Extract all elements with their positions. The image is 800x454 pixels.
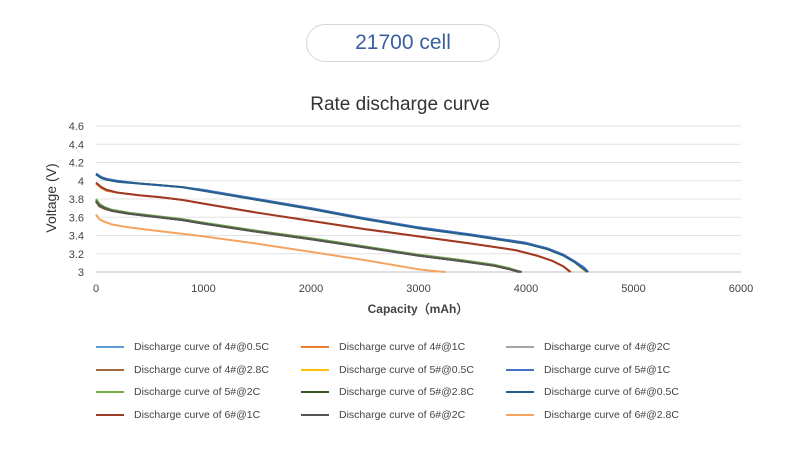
- legend-item: Discharge curve of 4#@2.8C: [96, 359, 301, 382]
- legend-swatch: [506, 391, 534, 394]
- legend-item: Discharge curve of 4#@2C: [506, 336, 736, 359]
- legend-label: Discharge curve of 6#@2.8C: [544, 408, 679, 421]
- legend-label: Discharge curve of 5#@2C: [134, 386, 261, 399]
- legend-item: Discharge curve of 6#@2C: [301, 404, 506, 427]
- legend-item: Discharge curve of 5#@1C: [506, 359, 736, 382]
- legend-item: Discharge curve of 6#@2.8C: [506, 404, 736, 427]
- cell-type-label: 21700 cell: [355, 31, 451, 54]
- axes: 3 3.2 3.4 3.6 3.8 4 4.2 4.4 4.6 0 1000 2000 3000 4000…: [69, 121, 754, 295]
- chart-legend: Discharge curve of 4#@0.5C Discharge curv…: [96, 336, 776, 426]
- legend-swatch: [301, 346, 329, 349]
- y-tick-label: 4.6: [69, 121, 84, 133]
- y-tick-label: 3.8: [69, 194, 84, 206]
- y-tick-label: 3.4: [69, 231, 84, 243]
- chart-title: Rate discharge curve: [310, 94, 490, 115]
- series-line-8: [95, 173, 588, 273]
- x-tick-label: 2000: [299, 283, 323, 295]
- legend-swatch: [301, 391, 329, 394]
- series-line-9: [95, 181, 571, 273]
- x-tick-label: 4000: [514, 283, 538, 295]
- legend-label: Discharge curve of 5#@0.5C: [339, 363, 474, 376]
- legend-label: Discharge curve of 5#@1C: [544, 363, 671, 376]
- y-tick-label: 3.2: [69, 249, 84, 261]
- legend-swatch: [96, 368, 124, 371]
- legend-item: Discharge curve of 4#@0.5C: [96, 336, 301, 359]
- x-tick-label: 3000: [406, 283, 430, 295]
- legend-item: Discharge curve of 5#@2C: [96, 381, 301, 404]
- legend-item: Discharge curve of 6#@1C: [96, 404, 301, 427]
- legend-label: Discharge curve of 6#@0.5C: [544, 386, 679, 399]
- legend-label: Discharge curve of 5#@2.8C: [339, 386, 474, 399]
- y-axis-label: Voltage (V): [43, 163, 59, 232]
- legend-label: Discharge curve of 4#@2.8C: [134, 363, 269, 376]
- legend-item: Discharge curve of 4#@1C: [301, 336, 506, 359]
- legend-label: Discharge curve of 4#@0.5C: [134, 341, 269, 354]
- y-tick-label: 4: [78, 176, 84, 188]
- series-line-10: [95, 200, 522, 273]
- x-tick-label: 1000: [191, 283, 215, 295]
- legend-swatch: [96, 346, 124, 349]
- x-axis-label: Capacity（mAh）: [368, 301, 469, 316]
- legend-label: Discharge curve of 4#@1C: [339, 341, 466, 354]
- legend-swatch: [96, 391, 124, 394]
- cell-type-badge: 21700 cell: [306, 24, 500, 62]
- series-line-1: [95, 182, 572, 273]
- discharge-chart: Rate discharge curve 3 3.2 3.4 3.6 3.8 4 4.2 4.…: [43, 94, 754, 316]
- x-tick-label: 0: [93, 283, 99, 295]
- series-line-11: [95, 213, 446, 273]
- series-lines: [95, 172, 590, 273]
- legend-item: Discharge curve of 5#@2.8C: [301, 381, 506, 404]
- legend-swatch: [301, 413, 329, 416]
- legend-swatch: [96, 413, 124, 416]
- legend-swatch: [301, 368, 329, 371]
- legend-item: Discharge curve of 6#@0.5C: [506, 381, 736, 404]
- legend-item: Discharge curve of 5#@0.5C: [301, 359, 506, 382]
- y-tick-label: 3: [78, 267, 84, 279]
- grid-lines: [96, 125, 741, 273]
- y-tick-label: 3.6: [69, 212, 84, 224]
- y-tick-label: 4.2: [69, 158, 84, 170]
- y-tick-label: 4.4: [69, 139, 84, 151]
- legend-label: Discharge curve of 4#@2C: [544, 341, 671, 354]
- legend-label: Discharge curve of 6#@1C: [134, 408, 261, 421]
- legend-swatch: [506, 368, 534, 371]
- legend-swatch: [506, 413, 534, 416]
- legend-swatch: [506, 346, 534, 349]
- legend-label: Discharge curve of 6#@2C: [339, 408, 466, 421]
- x-tick-label: 5000: [621, 283, 645, 295]
- x-tick-label: 6000: [729, 283, 753, 295]
